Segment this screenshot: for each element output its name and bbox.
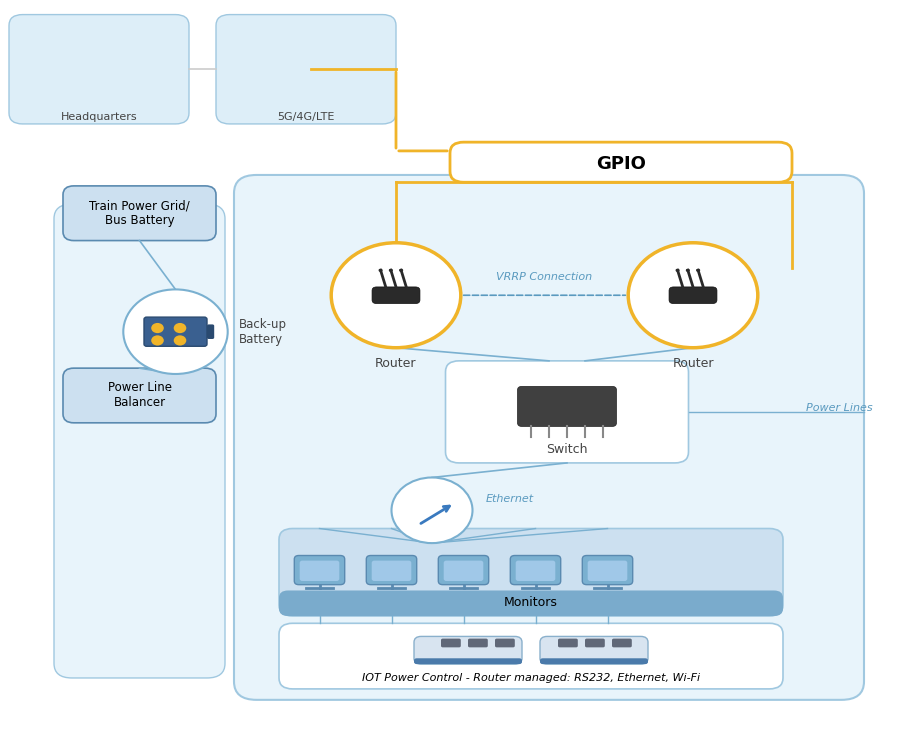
- FancyBboxPatch shape: [510, 555, 561, 585]
- FancyBboxPatch shape: [495, 639, 515, 647]
- Circle shape: [174, 335, 186, 346]
- FancyBboxPatch shape: [54, 204, 225, 678]
- Text: Train Power Grid/
Bus Battery: Train Power Grid/ Bus Battery: [89, 199, 190, 227]
- FancyBboxPatch shape: [444, 561, 483, 581]
- Text: Switch: Switch: [546, 443, 588, 456]
- Circle shape: [392, 477, 472, 543]
- FancyBboxPatch shape: [441, 639, 461, 647]
- FancyBboxPatch shape: [612, 639, 632, 647]
- FancyBboxPatch shape: [582, 555, 633, 585]
- FancyBboxPatch shape: [144, 317, 207, 346]
- FancyBboxPatch shape: [279, 590, 783, 616]
- FancyBboxPatch shape: [516, 561, 555, 581]
- Circle shape: [151, 323, 164, 333]
- Circle shape: [331, 243, 461, 348]
- FancyBboxPatch shape: [518, 386, 617, 426]
- FancyBboxPatch shape: [438, 555, 489, 585]
- FancyBboxPatch shape: [468, 639, 488, 647]
- FancyBboxPatch shape: [300, 561, 339, 581]
- Text: 5G/4G/LTE: 5G/4G/LTE: [277, 112, 335, 122]
- Circle shape: [123, 289, 228, 374]
- FancyBboxPatch shape: [558, 639, 578, 647]
- Text: Ethernet: Ethernet: [486, 494, 534, 504]
- FancyBboxPatch shape: [585, 639, 605, 647]
- FancyBboxPatch shape: [372, 287, 420, 303]
- Text: Monitors: Monitors: [504, 596, 558, 609]
- Circle shape: [389, 269, 393, 272]
- Circle shape: [676, 269, 680, 272]
- FancyBboxPatch shape: [216, 15, 396, 124]
- Text: Power Line
Balancer: Power Line Balancer: [107, 381, 172, 410]
- Text: Power Lines: Power Lines: [806, 403, 873, 413]
- FancyBboxPatch shape: [366, 555, 417, 585]
- Text: Router: Router: [672, 357, 714, 370]
- FancyBboxPatch shape: [540, 658, 648, 664]
- Text: Router: Router: [375, 357, 417, 370]
- Circle shape: [686, 269, 690, 272]
- FancyBboxPatch shape: [414, 636, 522, 664]
- Circle shape: [174, 323, 186, 333]
- FancyBboxPatch shape: [279, 623, 783, 689]
- FancyBboxPatch shape: [294, 555, 345, 585]
- FancyBboxPatch shape: [450, 142, 792, 182]
- FancyBboxPatch shape: [588, 561, 627, 581]
- FancyBboxPatch shape: [669, 287, 717, 303]
- Text: GPIO: GPIO: [596, 155, 646, 173]
- Circle shape: [379, 269, 382, 272]
- FancyBboxPatch shape: [372, 561, 411, 581]
- FancyBboxPatch shape: [63, 368, 216, 423]
- FancyBboxPatch shape: [234, 175, 864, 700]
- FancyBboxPatch shape: [63, 186, 216, 241]
- Circle shape: [399, 269, 403, 272]
- Circle shape: [151, 335, 164, 346]
- Text: Back-up
Battery: Back-up Battery: [238, 318, 286, 346]
- FancyBboxPatch shape: [207, 324, 214, 339]
- FancyBboxPatch shape: [540, 636, 648, 664]
- FancyBboxPatch shape: [9, 15, 189, 124]
- FancyBboxPatch shape: [414, 658, 522, 664]
- Text: Headquarters: Headquarters: [60, 112, 138, 122]
- FancyBboxPatch shape: [279, 529, 783, 616]
- FancyBboxPatch shape: [446, 361, 688, 463]
- Text: IOT Power Control - Router managed: RS232, Ethernet, Wi-Fi: IOT Power Control - Router managed: RS23…: [362, 673, 700, 683]
- Text: VRRP Connection: VRRP Connection: [497, 272, 592, 282]
- Circle shape: [628, 243, 758, 348]
- Circle shape: [696, 269, 700, 272]
